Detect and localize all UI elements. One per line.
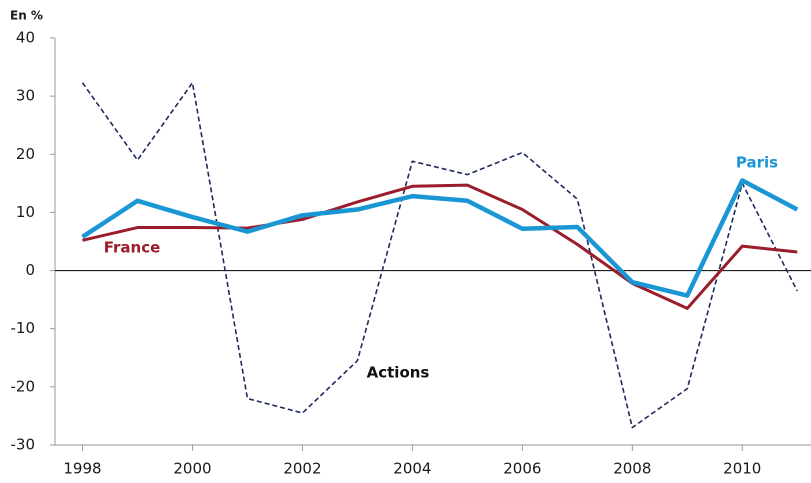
y-tick-label: -30 [11, 436, 36, 454]
y-tick-label: 0 [25, 261, 35, 279]
x-tick-label: 1998 [63, 460, 101, 478]
x-tick-label: 2004 [393, 460, 431, 478]
x-tick-label: 2002 [283, 460, 321, 478]
y-tick-label: 10 [16, 203, 35, 221]
y-tick-label: -10 [11, 319, 36, 337]
y-tick-label: 40 [16, 29, 35, 47]
series-line [81, 81, 798, 429]
x-tick-label: 2010 [723, 460, 761, 478]
y-tick-label: 30 [16, 87, 35, 105]
y-tick-label: -20 [11, 377, 36, 395]
series-label: France [104, 239, 161, 257]
x-tick-label: 2000 [173, 460, 211, 478]
series-label: Paris [736, 154, 778, 172]
x-tick-label: 2006 [503, 460, 541, 478]
series-line [81, 178, 799, 298]
x-tick-label: 2008 [613, 460, 651, 478]
y-axis-label: En % [10, 9, 43, 23]
series-line [82, 183, 798, 310]
series-label: Actions [367, 364, 430, 382]
y-tick-label: 20 [16, 145, 35, 163]
